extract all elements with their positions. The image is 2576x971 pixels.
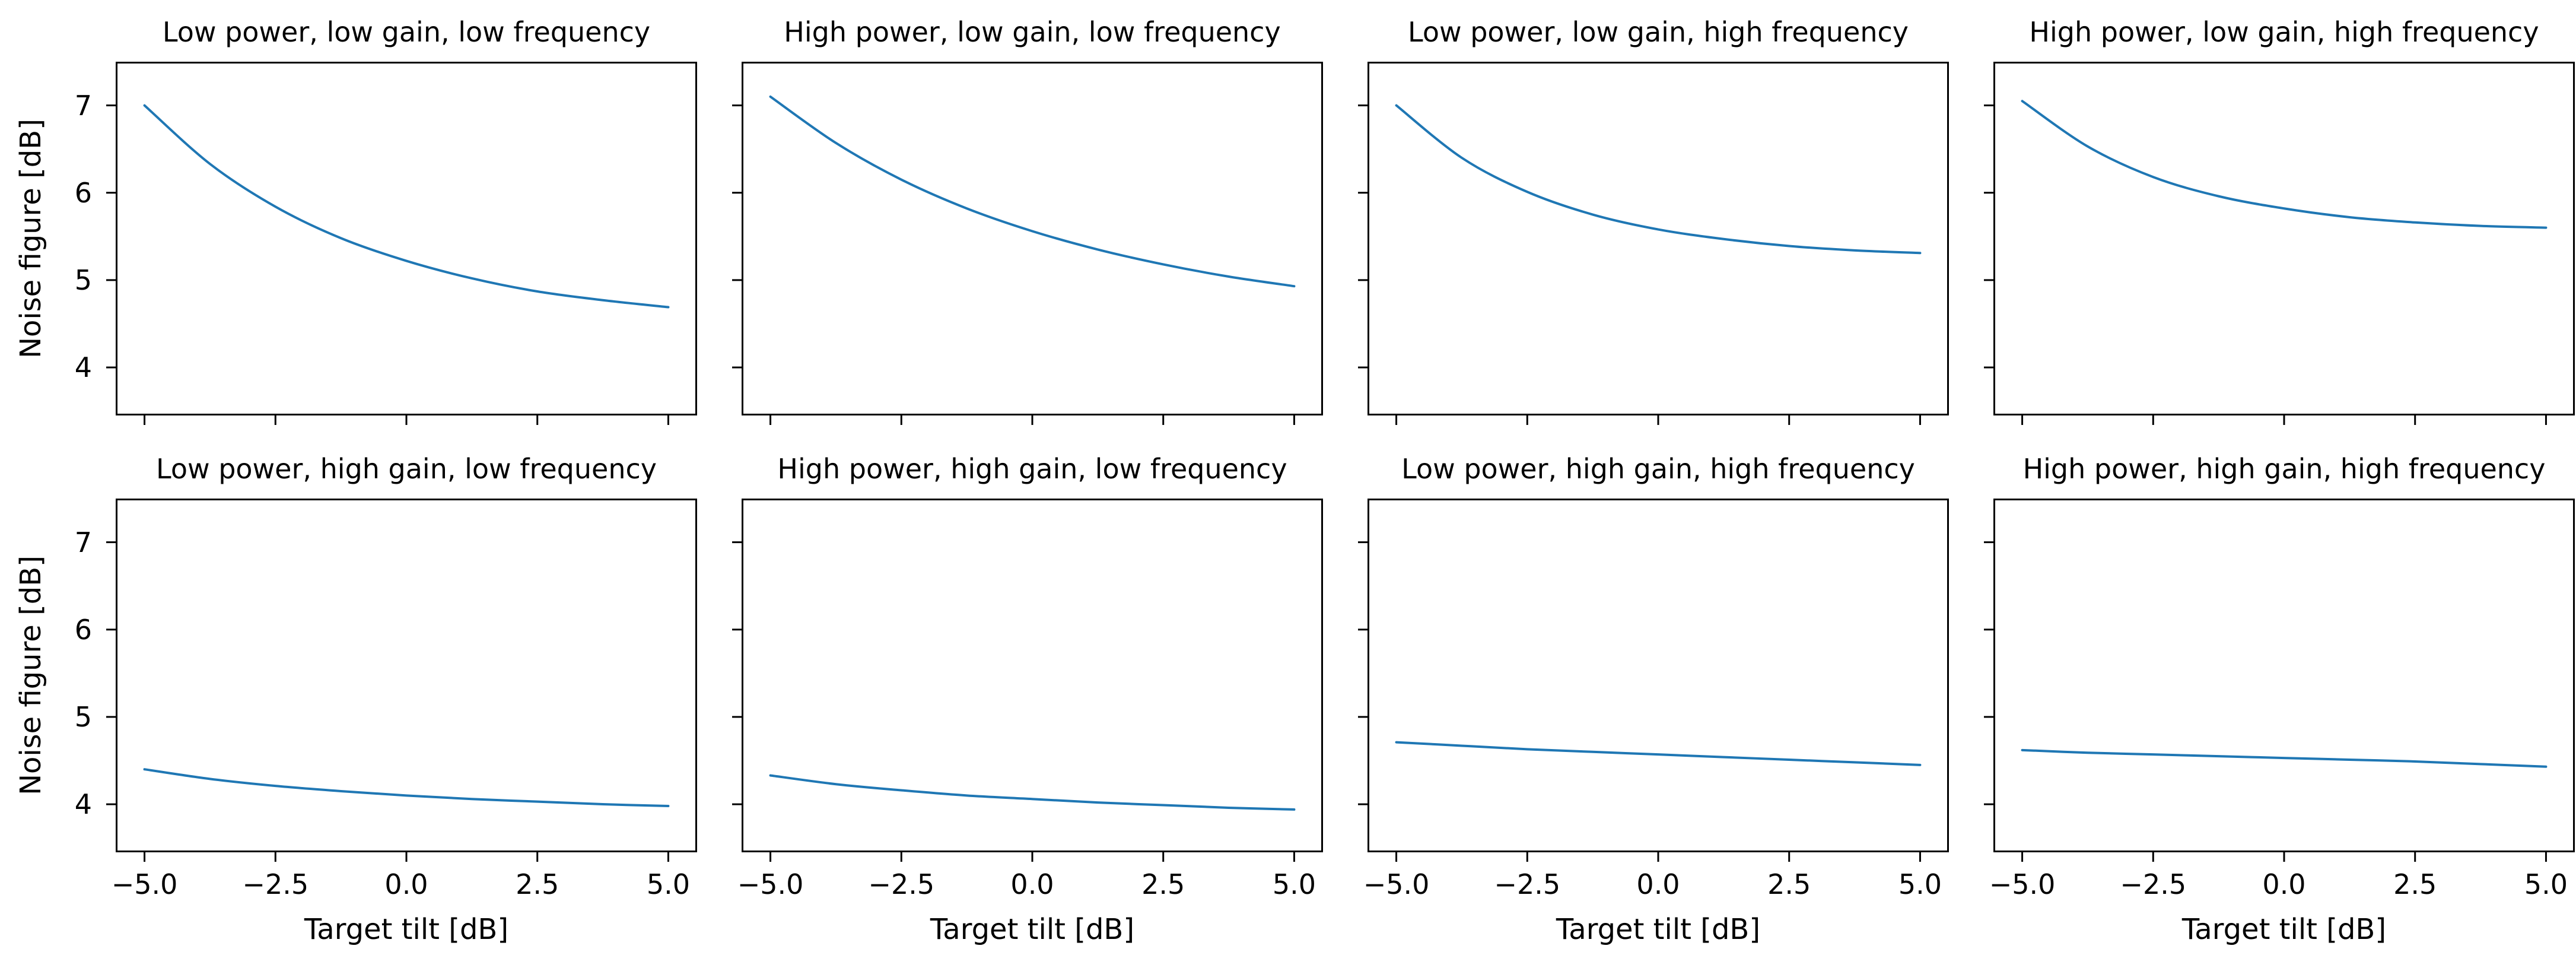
axes-plot-area xyxy=(1358,62,1949,425)
axes-plot-area xyxy=(1984,499,2575,862)
subplot-title: High power, high gain, high frequency xyxy=(2022,453,2546,485)
x-tick-label: −2.5 xyxy=(868,868,935,900)
x-tick-label: 2.5 xyxy=(1767,868,1811,900)
x-tick-label: 0.0 xyxy=(1010,868,1054,900)
x-tick-label: 5.0 xyxy=(2524,868,2568,900)
axes-plot-area xyxy=(106,499,697,862)
noise-figure-series-line xyxy=(143,104,670,309)
x-tick-label: 0.0 xyxy=(1636,868,1680,900)
axes-frame xyxy=(116,62,697,415)
x-tick-label: −5.0 xyxy=(1989,868,2056,900)
axes-frame xyxy=(1993,62,2575,415)
x-axis-label: Target tilt [dB] xyxy=(1556,913,1761,946)
x-tick-label: −2.5 xyxy=(1494,868,1561,900)
x-tick-label: 0.0 xyxy=(2262,868,2306,900)
axes-plot-area xyxy=(1984,62,2575,425)
noise-figure-series-line xyxy=(2021,748,2548,768)
y-tick-label: 6 xyxy=(74,613,92,646)
axes-frame xyxy=(742,499,1323,852)
y-tick-label: 6 xyxy=(74,176,92,209)
x-tick-label: −5.0 xyxy=(737,868,804,900)
axes-frame xyxy=(1367,62,1949,415)
noise-figure-series-line xyxy=(769,774,1296,811)
y-axis-label: Noise figure [dB] xyxy=(14,556,47,795)
subplot-title: High power, low gain, high frequency xyxy=(2029,16,2539,48)
axes-plot-area xyxy=(732,499,1323,862)
subplot-title: Low power, high gain, low frequency xyxy=(156,453,657,485)
y-tick-label: 7 xyxy=(74,89,92,122)
x-tick-label: −2.5 xyxy=(242,868,309,900)
axes-plot-area xyxy=(732,62,1323,425)
x-tick-label: 5.0 xyxy=(1898,868,1942,900)
axes-frame xyxy=(1367,499,1949,852)
subplot-title: Low power, low gain, high frequency xyxy=(1408,16,1909,48)
axes-plot-area xyxy=(106,62,697,425)
y-tick-label: 7 xyxy=(74,526,92,559)
noise-figure-series-line xyxy=(1395,741,1922,766)
x-tick-label: −5.0 xyxy=(111,868,178,900)
subplot-title: High power, low gain, low frequency xyxy=(784,16,1281,48)
noise-figure-series-line xyxy=(1395,104,1922,255)
x-tick-label: 2.5 xyxy=(516,868,559,900)
x-axis-label: Target tilt [dB] xyxy=(304,913,509,946)
axes-frame xyxy=(742,62,1323,415)
y-axis-label: Noise figure [dB] xyxy=(14,119,47,358)
x-tick-label: −5.0 xyxy=(1363,868,1430,900)
x-axis-label: Target tilt [dB] xyxy=(2181,913,2387,946)
subplot-title: High power, high gain, low frequency xyxy=(777,453,1287,485)
y-tick-label: 4 xyxy=(74,788,92,821)
x-tick-label: 2.5 xyxy=(1141,868,1185,900)
y-tick-label: 5 xyxy=(74,700,92,733)
x-axis-label: Target tilt [dB] xyxy=(930,913,1135,946)
axes-frame xyxy=(1993,499,2575,852)
subplot-title: Low power, low gain, low frequency xyxy=(162,16,651,48)
x-tick-label: 5.0 xyxy=(1272,868,1316,900)
noise-figure-series-line xyxy=(143,768,670,807)
subplot-title: Low power, high gain, high frequency xyxy=(1401,453,1915,485)
x-tick-label: 2.5 xyxy=(2393,868,2437,900)
axes-plot-area xyxy=(1358,499,1949,862)
noise-figure-series-line xyxy=(2021,100,2548,229)
x-tick-label: 5.0 xyxy=(646,868,691,900)
x-tick-label: 0.0 xyxy=(384,868,428,900)
noise-figure-series-line xyxy=(769,95,1296,288)
y-tick-label: 4 xyxy=(74,351,92,384)
y-tick-label: 5 xyxy=(74,264,92,296)
axes-frame xyxy=(116,499,697,852)
x-tick-label: −2.5 xyxy=(2120,868,2187,900)
